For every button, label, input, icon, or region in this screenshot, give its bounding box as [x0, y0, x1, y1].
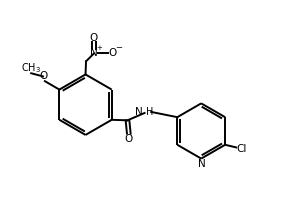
Text: O: O: [39, 71, 47, 81]
Text: H: H: [146, 107, 153, 117]
Text: O: O: [90, 33, 98, 43]
Text: CH$_3$: CH$_3$: [21, 62, 41, 75]
Text: N: N: [198, 159, 206, 169]
Text: O: O: [108, 48, 117, 58]
Text: Cl: Cl: [237, 144, 247, 154]
Text: N: N: [135, 107, 142, 117]
Text: −: −: [115, 43, 122, 52]
Text: +: +: [96, 45, 102, 51]
Text: N: N: [90, 48, 98, 58]
Text: O: O: [125, 134, 133, 144]
